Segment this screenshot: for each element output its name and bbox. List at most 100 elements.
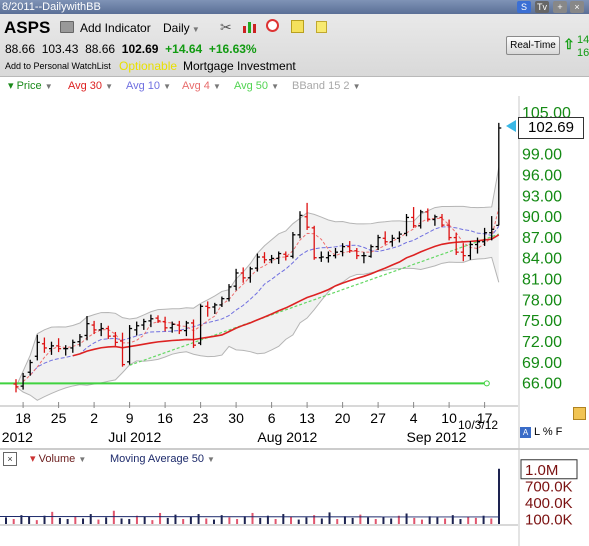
chevron-down-icon: ▼ xyxy=(78,455,86,464)
volume-bar xyxy=(13,519,15,524)
volume-bar xyxy=(459,519,461,524)
volume-bar xyxy=(159,513,161,524)
pencil-icon[interactable] xyxy=(573,407,586,420)
volume-bar xyxy=(190,517,192,524)
volume-bar xyxy=(259,518,261,524)
volume-bar xyxy=(198,514,200,524)
volume-bar xyxy=(406,514,408,524)
x-tick-label: 2 xyxy=(90,410,98,426)
volume-tick-label: 700.0K xyxy=(525,478,573,495)
last-price-label: 102.69 xyxy=(518,117,584,139)
volume-bar xyxy=(429,516,431,524)
volume-bar xyxy=(436,517,438,524)
y-axis: 105.0099.0096.0093.0090.0087.0084.0081.0… xyxy=(522,105,571,393)
volume-bar xyxy=(252,513,254,524)
y-tick-label: 75.00 xyxy=(522,313,562,330)
volume-bar xyxy=(97,520,99,524)
y-tick-label: 69.00 xyxy=(522,355,562,372)
y-tick-label: 99.00 xyxy=(522,147,562,164)
y-tick-label: 87.00 xyxy=(522,230,562,247)
volume-bar xyxy=(475,518,477,524)
volume-bar xyxy=(82,518,84,524)
volume-tick-label: 400.0K xyxy=(525,495,573,512)
month-label: 2012 xyxy=(2,429,33,445)
chevron-down-icon: ▼ xyxy=(207,455,215,464)
avg200-marker xyxy=(484,381,489,386)
volume-bar xyxy=(28,517,30,524)
volume-bar xyxy=(5,517,7,524)
volume-tick-label: 1.0M xyxy=(525,462,558,479)
scale-toggle[interactable]: A L % F xyxy=(520,426,562,438)
close-icon[interactable]: × xyxy=(3,452,17,466)
volume-bar xyxy=(421,520,423,524)
volume-bar xyxy=(275,519,277,524)
legend-volume-label: Volume xyxy=(39,453,76,465)
volume-legend: × ▾ Volume ▼ Moving Average 50 ▼ xyxy=(0,450,520,468)
volume-bar xyxy=(352,518,354,524)
volume-bar xyxy=(329,512,331,524)
date-label: 10/3/12 xyxy=(458,418,498,432)
volume-bar xyxy=(167,518,169,524)
volume-bar xyxy=(105,517,107,524)
y-tick-label: 81.00 xyxy=(522,272,562,289)
volume-bar xyxy=(244,516,246,524)
volume-tick-label: 100.0K xyxy=(525,511,573,528)
volume-bar xyxy=(467,517,469,524)
y-tick-label: 90.00 xyxy=(522,209,562,226)
volume-bar xyxy=(298,520,300,524)
volume-bar xyxy=(305,517,307,524)
volume-bar xyxy=(336,519,338,524)
volume-bar xyxy=(74,516,76,524)
month-label: Jul 2012 xyxy=(108,429,161,445)
volume-bar xyxy=(113,511,115,524)
volume-bar xyxy=(490,518,492,524)
y-tick-label: 66.00 xyxy=(522,376,562,393)
month-label: Aug 2012 xyxy=(257,429,317,445)
volume-bar xyxy=(144,517,146,524)
last-price-value: 102.69 xyxy=(528,119,574,136)
y-tick-label: 96.00 xyxy=(522,167,562,184)
volume-bar xyxy=(367,517,369,524)
volume-bar xyxy=(59,518,61,524)
y-tick-label: 78.00 xyxy=(522,292,562,309)
volume-bar xyxy=(151,520,153,524)
legend-volume-ma[interactable]: Moving Average 50 ▼ xyxy=(110,450,215,469)
price-pointer-icon xyxy=(506,120,516,132)
volume-bar xyxy=(344,516,346,524)
volume-bar xyxy=(321,518,323,524)
volume-bar xyxy=(413,518,415,524)
y-tick-label: 72.00 xyxy=(522,334,562,351)
x-tick-label: 30 xyxy=(228,410,244,426)
y-tick-label: 84.00 xyxy=(522,251,562,268)
volume-bar xyxy=(67,519,69,524)
volume-bar xyxy=(444,518,446,524)
x-tick-label: 25 xyxy=(51,410,67,426)
legend-volume[interactable]: ▾ Volume ▼ xyxy=(30,450,86,469)
volume-bar xyxy=(121,518,123,524)
volume-bar xyxy=(182,519,184,524)
bollinger-band-layer xyxy=(16,167,499,400)
auto-scale-icon: A xyxy=(520,427,531,438)
x-tick-label: 16 xyxy=(157,410,173,426)
volume-bar xyxy=(213,520,215,524)
volume-bar xyxy=(205,518,207,524)
volume-bar xyxy=(498,469,500,524)
volume-bar xyxy=(90,514,92,524)
volume-bar xyxy=(236,519,238,524)
x-tick-label: 6 xyxy=(268,410,276,426)
x-tick-label: 18 xyxy=(15,410,31,426)
volume-bar xyxy=(382,517,384,524)
bband-fill xyxy=(16,167,499,400)
volume-bar xyxy=(51,512,53,524)
volume-bar xyxy=(282,514,284,524)
volume-bar xyxy=(174,515,176,524)
x-tick-label: 10 xyxy=(441,410,457,426)
volume-bar xyxy=(390,518,392,524)
x-tick-label: 23 xyxy=(193,410,209,426)
x-tick-label: 13 xyxy=(299,410,315,426)
volume-bar xyxy=(128,519,130,524)
x-tick-label: 20 xyxy=(335,410,351,426)
y-tick-label: 93.00 xyxy=(522,188,562,205)
volume-bar xyxy=(359,515,361,524)
